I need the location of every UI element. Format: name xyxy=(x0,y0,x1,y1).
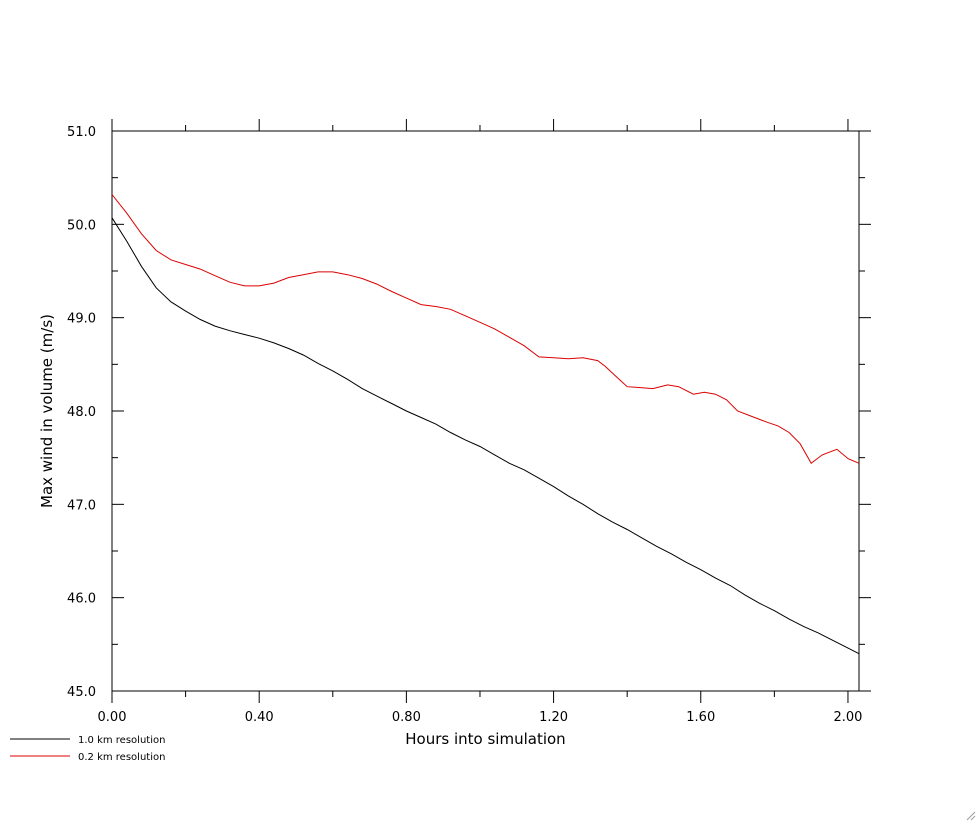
axis-ticks xyxy=(111,119,871,703)
x-axis-label: Hours into simulation xyxy=(405,730,565,748)
y-axis-label: Max wind in volume (m/s) xyxy=(38,314,56,508)
y-tick-label-5: 50.0 xyxy=(67,218,96,233)
series-line-2 xyxy=(111,194,860,465)
x-tick-label-2: 0.80 xyxy=(392,710,421,725)
x-tick-label-5: 2.00 xyxy=(833,710,862,725)
series-line-1 xyxy=(111,217,860,655)
series-lines xyxy=(111,194,860,655)
y-tick-label-6: 51.0 xyxy=(67,125,96,140)
axis-tick-labels: 0.00 0.40 0.80 1.20 1.60 2.00 45.0 46.0 47.0 48.0… xyxy=(67,125,862,725)
plot-frame xyxy=(111,130,860,692)
legend-label-series-2: 0.2 km resolution xyxy=(78,752,165,763)
y-tick-label-1: 46.0 xyxy=(67,592,96,607)
legend: 1.0 km resolution 0.2 km resolution xyxy=(10,735,165,763)
x-tick-label-3: 1.20 xyxy=(539,710,568,725)
y-tick-label-2: 47.0 xyxy=(67,498,96,513)
resize-grip-icon[interactable] xyxy=(964,809,976,821)
x-tick-label-0: 0.00 xyxy=(98,710,127,725)
x-tick-label-4: 1.60 xyxy=(686,710,715,725)
y-tick-label-3: 48.0 xyxy=(67,405,96,420)
legend-label-series-1: 1.0 km resolution xyxy=(78,735,165,746)
y-tick-label-4: 49.0 xyxy=(67,312,96,327)
y-tick-label-0: 45.0 xyxy=(67,685,96,700)
x-tick-label-1: 0.40 xyxy=(245,710,274,725)
